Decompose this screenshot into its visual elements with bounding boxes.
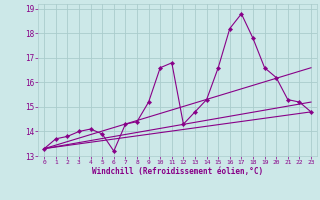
X-axis label: Windchill (Refroidissement éolien,°C): Windchill (Refroidissement éolien,°C) bbox=[92, 167, 263, 176]
